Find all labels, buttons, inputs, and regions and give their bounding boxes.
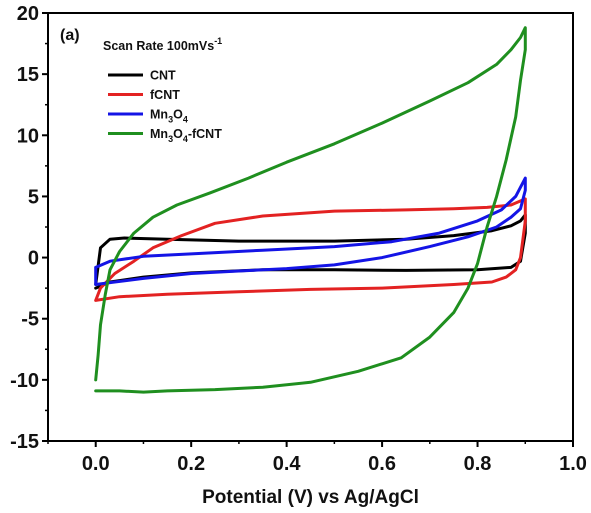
legend-label: Mn3O4 [150, 108, 188, 125]
series-line-mn3o4-fcnt [94, 26, 527, 394]
y-tick-label: -10 [10, 370, 39, 392]
y-tick-label: -15 [10, 431, 39, 453]
series-line-mn3o4 [94, 176, 527, 286]
series-layer [94, 26, 527, 394]
y-tick-label: 15 [17, 64, 39, 86]
y-tick-label: -5 [21, 309, 39, 331]
scan-rate-annotation: Scan Rate 100mVs-1 [103, 36, 222, 53]
x-tick-label: 0.8 [464, 453, 492, 475]
ticks-layer: 0.0 0.2 0.4 0.6 0.8 1.0 -15 -10 -5 0 5 10 15 20 [10, 3, 587, 475]
x-tick-label: 0.6 [368, 453, 396, 475]
x-tick-label: 0.0 [82, 453, 110, 475]
scan-rate-text: Scan Rate 100mVs [103, 39, 214, 53]
x-tick-label: 0.2 [177, 453, 205, 475]
y-tick-label: 10 [17, 125, 39, 147]
legend-label: fCNT [150, 88, 180, 102]
legend-label: Mn3O4-fCNT [150, 127, 222, 144]
legend: CNT fCNT Mn3O4 Mn3O4-fCNT [108, 69, 222, 144]
x-axis-title: Potential (V) vs Ag/AgCl [202, 487, 419, 508]
x-tick-label: 1.0 [559, 453, 587, 475]
series-line-fcnt [94, 197, 527, 302]
legend-label: CNT [150, 69, 176, 83]
y-tick-label: 0 [28, 248, 39, 270]
scan-rate-superscript: -1 [214, 36, 222, 46]
x-tick-label: 0.4 [273, 453, 302, 475]
y-tick-label: 5 [28, 186, 39, 208]
y-tick-label: 20 [17, 3, 39, 25]
panel-label: (a) [60, 27, 80, 44]
